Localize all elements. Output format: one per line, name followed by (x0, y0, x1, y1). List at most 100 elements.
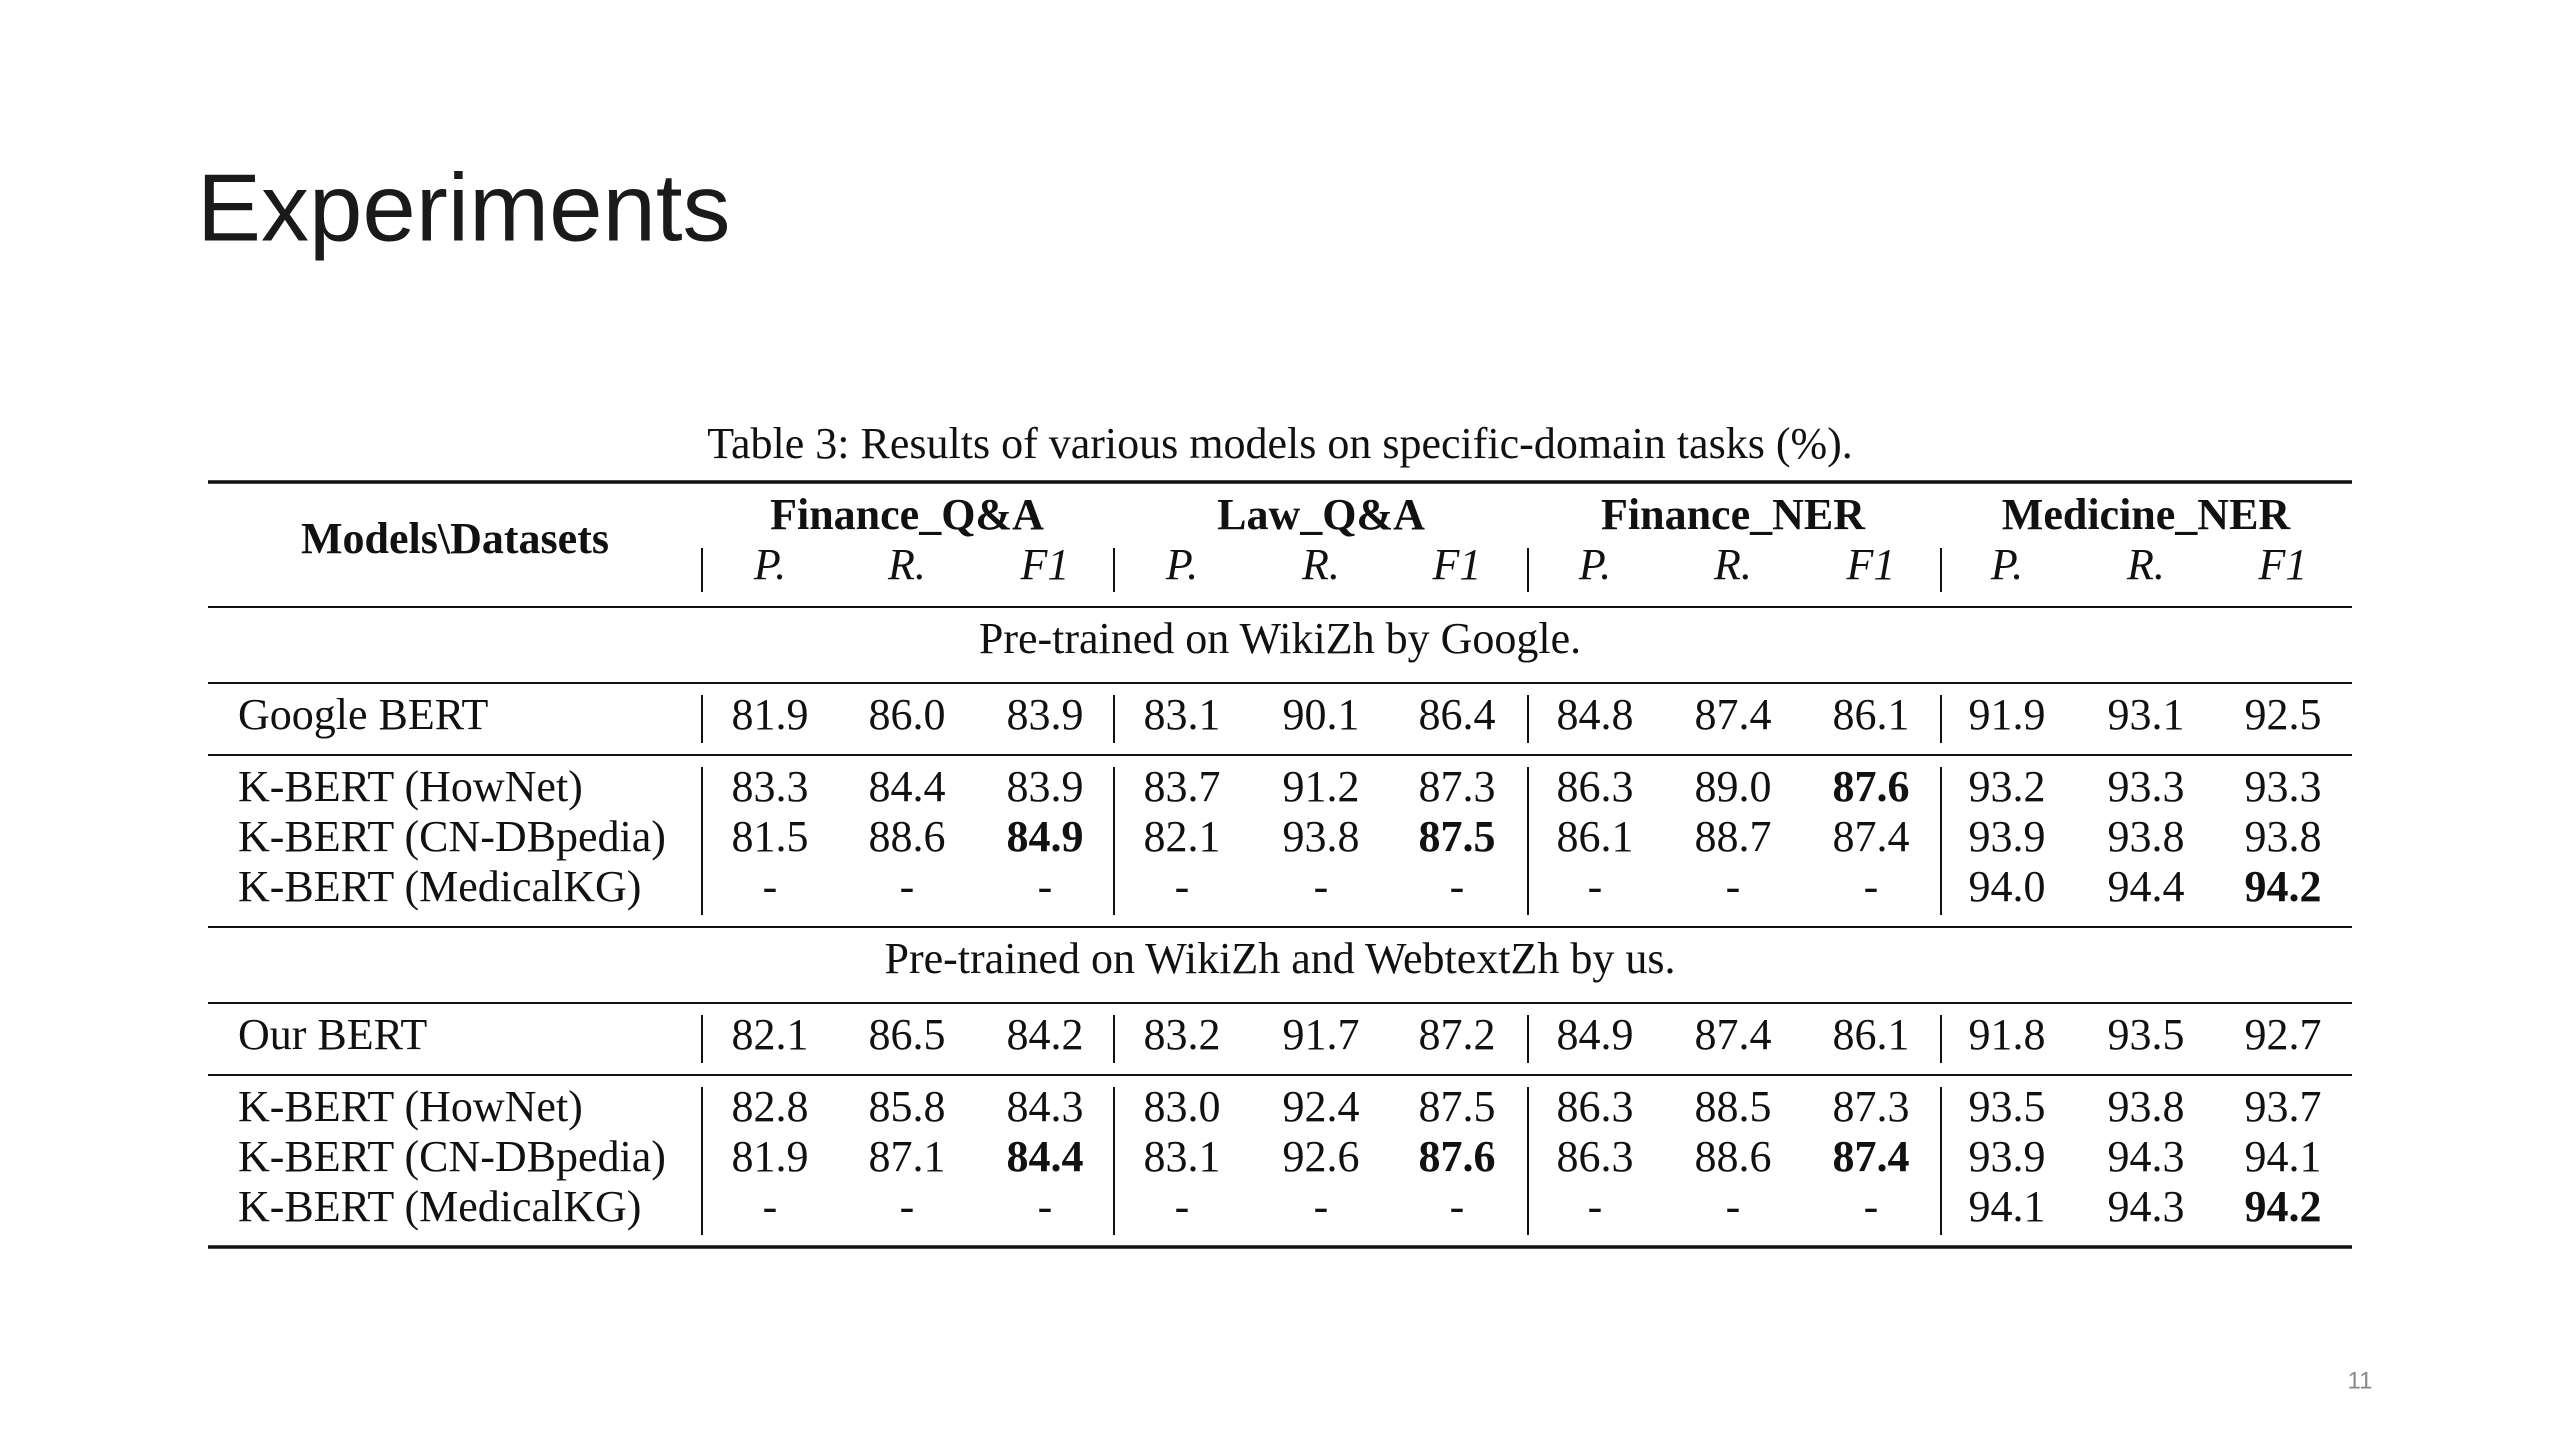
group-header: Finance_Q&A (770, 490, 1044, 539)
cell: - (1038, 862, 1053, 911)
cell: 83.1 (1144, 690, 1221, 739)
section-label: Pre-trained on WikiZh and WebtextZh by u… (884, 934, 1675, 983)
cell: 83.1 (1144, 1132, 1221, 1181)
cell: 88.5 (1695, 1082, 1772, 1131)
cell: - (1314, 862, 1329, 911)
cell: 82.1 (1144, 812, 1221, 861)
group-header: Finance_NER (1601, 490, 1866, 539)
cell: 85.8 (869, 1082, 946, 1131)
cell: 93.8 (2245, 812, 2322, 861)
cell: 84.9 (1007, 812, 1084, 861)
cell: 81.9 (732, 690, 809, 739)
group-header: Law_Q&A (1217, 490, 1425, 539)
cell: 93.3 (2245, 762, 2322, 811)
group-header: Medicine_NER (2002, 490, 2292, 539)
metric-header: R. (887, 540, 926, 589)
cell: 87.2 (1419, 1010, 1496, 1059)
cell: 91.8 (1969, 1010, 2046, 1059)
cell: 87.6 (1833, 762, 1910, 811)
metric-header: P. (1578, 540, 1611, 589)
cell: - (1314, 1182, 1329, 1231)
cell: 84.3 (1007, 1082, 1084, 1131)
cell: 92.6 (1283, 1132, 1360, 1181)
cell: 86.0 (869, 690, 946, 739)
cell: 93.1 (2108, 690, 2185, 739)
cell: 87.3 (1833, 1082, 1910, 1131)
cell: - (1038, 1182, 1053, 1231)
cell: 89.0 (1695, 762, 1772, 811)
cell: 92.5 (2245, 690, 2322, 739)
model-name: K-BERT (MedicalKG) (238, 862, 641, 911)
metric-header: F1 (1846, 540, 1896, 589)
cell: - (763, 862, 778, 911)
cell: 86.4 (1419, 690, 1496, 739)
cell: 94.1 (1969, 1182, 2046, 1231)
model-name: Google BERT (238, 690, 488, 739)
cell: 90.1 (1283, 690, 1360, 739)
table-caption: Table 3: Results of various models on sp… (707, 419, 1853, 468)
cell: 91.7 (1283, 1010, 1360, 1059)
page-number: 11 (2348, 1367, 2373, 1394)
slide-title: Experiments (197, 154, 731, 261)
cell: 86.3 (1557, 1082, 1634, 1131)
cell: - (763, 1182, 778, 1231)
cell: 86.3 (1557, 762, 1634, 811)
metric-header: R. (1713, 540, 1752, 589)
cell: 88.6 (869, 812, 946, 861)
cell: 87.5 (1419, 1082, 1496, 1131)
cell: 81.5 (732, 812, 809, 861)
cell: 83.9 (1007, 762, 1084, 811)
cell: 87.1 (869, 1132, 946, 1181)
metric-header: F1 (2258, 540, 2308, 589)
cell: 84.4 (1007, 1132, 1084, 1181)
cell: 87.4 (1833, 812, 1910, 861)
cell: 87.4 (1833, 1132, 1910, 1181)
cell: 83.7 (1144, 762, 1221, 811)
cell: 88.6 (1695, 1132, 1772, 1181)
cell: - (1588, 1182, 1603, 1231)
cell: 84.8 (1557, 690, 1634, 739)
cell: 82.8 (732, 1082, 809, 1131)
model-name: K-BERT (HowNet) (238, 762, 583, 811)
metric-header: P. (1165, 540, 1198, 589)
cell: 93.9 (1969, 1132, 2046, 1181)
cell: 92.7 (2245, 1010, 2322, 1059)
cell: 86.1 (1833, 690, 1910, 739)
cell: - (1864, 862, 1879, 911)
cell: 88.7 (1695, 812, 1772, 861)
cell: 94.2 (2245, 1182, 2322, 1231)
cell: 83.0 (1144, 1082, 1221, 1131)
cell: 93.3 (2108, 762, 2185, 811)
cell: 93.8 (2108, 1082, 2185, 1131)
cell: 81.9 (732, 1132, 809, 1181)
cell: - (1450, 1182, 1465, 1231)
model-name: K-BERT (CN-DBpedia) (238, 1132, 666, 1181)
model-name: K-BERT (HowNet) (238, 1082, 583, 1131)
metric-header: P. (1990, 540, 2023, 589)
cell: 86.5 (869, 1010, 946, 1059)
cell: 83.9 (1007, 690, 1084, 739)
metric-header: R. (1301, 540, 1340, 589)
cell: 91.2 (1283, 762, 1360, 811)
model-name: K-BERT (MedicalKG) (238, 1182, 641, 1231)
cell: - (1175, 862, 1190, 911)
section-label: Pre-trained on WikiZh by Google. (979, 614, 1581, 663)
metric-header: F1 (1020, 540, 1070, 589)
cell: 83.2 (1144, 1010, 1221, 1059)
cell: 94.3 (2108, 1132, 2185, 1181)
cell: 84.4 (869, 762, 946, 811)
cell: 82.1 (732, 1010, 809, 1059)
cell: - (1726, 862, 1741, 911)
metric-header: P. (753, 540, 786, 589)
cell: 83.3 (732, 762, 809, 811)
corner-header: Models\Datasets (301, 514, 609, 563)
cell: 87.3 (1419, 762, 1496, 811)
cell: 87.6 (1419, 1132, 1496, 1181)
cell: 87.4 (1695, 1010, 1772, 1059)
metric-header: F1 (1432, 540, 1482, 589)
cell: 94.1 (2245, 1132, 2322, 1181)
cell: 94.4 (2108, 862, 2185, 911)
cell: 92.4 (1283, 1082, 1360, 1131)
cell: 87.4 (1695, 690, 1772, 739)
cell: 86.1 (1557, 812, 1634, 861)
